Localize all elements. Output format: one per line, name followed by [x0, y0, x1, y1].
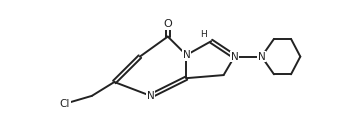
Text: Cl: Cl: [60, 99, 70, 109]
Text: N: N: [183, 50, 190, 60]
Text: O: O: [164, 19, 172, 29]
Text: H: H: [200, 30, 207, 39]
Text: N: N: [258, 52, 265, 62]
Text: N: N: [231, 52, 238, 62]
Text: N: N: [147, 91, 154, 101]
